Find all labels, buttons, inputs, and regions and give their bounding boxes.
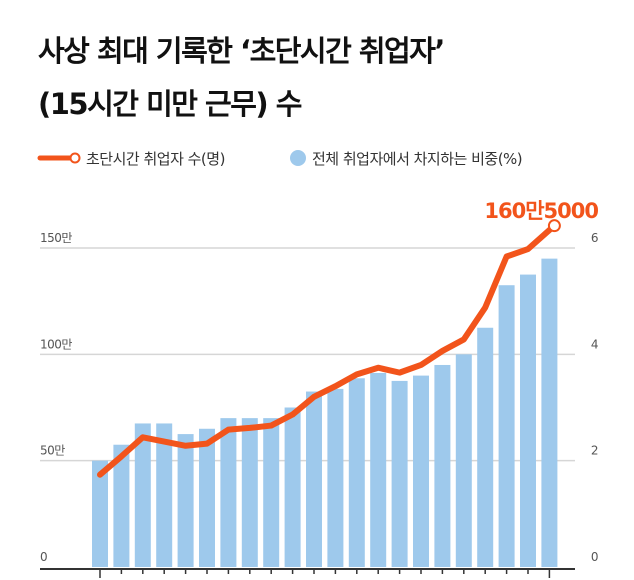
bar [477, 327, 494, 567]
legend-label-line: 초단시간 취업자 수(명) [86, 150, 225, 168]
line-path [97, 222, 558, 478]
right-axis-tick-label: 4 [591, 337, 598, 351]
bar [199, 428, 215, 567]
left-axis-tick-label: 0 [40, 550, 47, 564]
x-axis [40, 568, 575, 578]
bar [263, 418, 280, 567]
bar [177, 434, 194, 567]
legend-line-marker [69, 152, 81, 164]
legend: 초단시간 취업자 수(명) 전체 취업자에서 차지하는 비중(%) [37, 150, 523, 168]
bar [498, 285, 515, 567]
bar [455, 354, 472, 567]
bar [113, 444, 130, 567]
bar [156, 423, 173, 567]
line-point-last [547, 219, 561, 233]
chart-title-line2: (15시간 미만 근무) 수 [38, 87, 302, 121]
chart-title-line1: 사상 최대 기록한 ‘초단시간 취업자’ [38, 34, 444, 68]
left-axis-tick-label: 150만 [40, 231, 72, 245]
legend-bar-swatch [290, 150, 306, 166]
bar [413, 375, 429, 567]
right-axis-tick-label: 0 [591, 550, 598, 564]
bar [327, 388, 344, 567]
bars [92, 258, 558, 567]
bar [306, 391, 322, 567]
bar [348, 378, 365, 567]
bar [391, 380, 408, 567]
left-axis-tick-label: 100만 [40, 337, 72, 351]
bar [541, 258, 558, 567]
bar [370, 372, 387, 567]
right-axis-tick-label: 6 [591, 231, 598, 245]
bar [220, 418, 237, 567]
bar [284, 407, 301, 567]
bar [434, 364, 451, 567]
bar [241, 418, 258, 567]
bar [134, 423, 151, 567]
bar [520, 274, 536, 567]
annotation-last-value: 160만5000 [484, 199, 598, 223]
right-axis-tick-label: 2 [591, 444, 598, 458]
left-axis-tick-label: 50만 [40, 444, 65, 458]
line-series [97, 219, 561, 478]
legend-label-bar: 전체 취업자에서 차지하는 비중(%) [312, 150, 522, 168]
bar [92, 460, 108, 567]
